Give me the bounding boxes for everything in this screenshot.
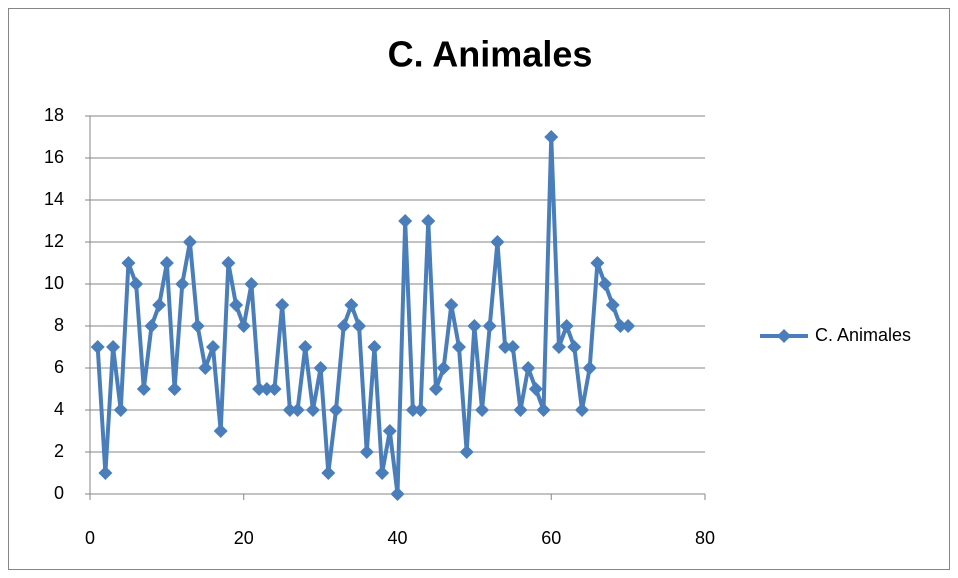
data-point xyxy=(344,298,359,312)
data-point xyxy=(598,277,613,291)
data-point xyxy=(159,256,174,270)
data-point xyxy=(305,403,320,417)
data-point xyxy=(551,340,566,354)
data-point xyxy=(352,319,367,333)
data-point xyxy=(382,424,397,438)
y-tick-label: 12 xyxy=(44,231,64,251)
data-point xyxy=(206,340,220,354)
data-point xyxy=(244,277,259,291)
data-point xyxy=(252,382,267,396)
y-tick-label: 8 xyxy=(54,315,64,335)
data-point xyxy=(275,298,290,312)
x-tick-label: 40 xyxy=(387,528,407,548)
y-tick-label: 6 xyxy=(54,357,64,377)
data-point xyxy=(398,214,413,228)
data-point xyxy=(475,403,490,417)
data-point xyxy=(229,298,244,312)
data-point xyxy=(313,361,328,375)
chart-frame xyxy=(8,8,950,570)
data-point xyxy=(413,403,428,417)
data-point xyxy=(482,319,497,333)
data-point xyxy=(282,403,297,417)
y-tick-label: 16 xyxy=(44,147,64,167)
data-point xyxy=(336,319,351,333)
data-point xyxy=(536,403,551,417)
y-tick-label: 0 xyxy=(54,483,64,503)
data-point xyxy=(428,382,443,396)
data-point xyxy=(575,403,589,417)
data-point xyxy=(298,340,313,354)
data-point xyxy=(621,319,636,333)
data-point xyxy=(221,256,236,270)
data-point xyxy=(444,298,459,312)
data-point xyxy=(605,298,620,312)
data-point xyxy=(528,382,543,396)
data-point xyxy=(106,340,121,354)
data-point xyxy=(290,403,305,417)
data-point xyxy=(367,340,382,354)
data-point xyxy=(513,403,528,417)
data-point xyxy=(390,487,405,501)
data-point xyxy=(467,319,482,333)
data-point xyxy=(375,466,390,480)
data-point xyxy=(544,130,559,144)
x-tick-label: 20 xyxy=(234,528,254,548)
data-point xyxy=(98,466,113,480)
data-point xyxy=(136,382,151,396)
data-point xyxy=(405,403,420,417)
data-point xyxy=(521,361,536,375)
data-point xyxy=(213,424,228,438)
legend-marker xyxy=(777,329,791,343)
data-point xyxy=(436,361,451,375)
y-tick-label: 10 xyxy=(44,273,64,293)
data-point xyxy=(90,340,105,354)
data-point xyxy=(590,256,605,270)
data-point xyxy=(259,382,274,396)
data-point xyxy=(198,361,213,375)
data-point xyxy=(559,319,574,333)
y-tick-label: 14 xyxy=(44,189,64,209)
data-point xyxy=(190,319,205,333)
data-point xyxy=(121,256,136,270)
data-point xyxy=(452,340,466,354)
data-point xyxy=(359,445,374,459)
x-tick-label: 0 xyxy=(85,528,95,548)
data-point xyxy=(505,340,520,354)
data-point xyxy=(267,382,282,396)
data-point xyxy=(582,361,597,375)
data-point xyxy=(113,403,128,417)
data-point xyxy=(321,466,336,480)
data-point xyxy=(421,214,436,228)
y-tick-label: 18 xyxy=(44,105,64,125)
data-point xyxy=(182,235,197,249)
data-point xyxy=(613,319,628,333)
data-point xyxy=(129,277,144,291)
x-tick-label: 80 xyxy=(695,528,715,548)
chart-title: C. Animales xyxy=(388,34,593,75)
data-point xyxy=(175,277,190,291)
data-point xyxy=(567,340,582,354)
data-point xyxy=(236,319,251,333)
data-point xyxy=(498,340,513,354)
legend-label: C. Animales xyxy=(815,325,911,345)
series-line xyxy=(95,135,629,496)
data-point xyxy=(329,403,343,417)
data-point xyxy=(152,298,167,312)
x-tick-label: 60 xyxy=(541,528,561,548)
data-point xyxy=(144,319,159,333)
y-tick-label: 2 xyxy=(54,441,64,461)
data-point xyxy=(167,382,182,396)
data-point xyxy=(459,445,474,459)
data-point xyxy=(490,235,505,249)
y-tick-label: 4 xyxy=(54,399,64,419)
